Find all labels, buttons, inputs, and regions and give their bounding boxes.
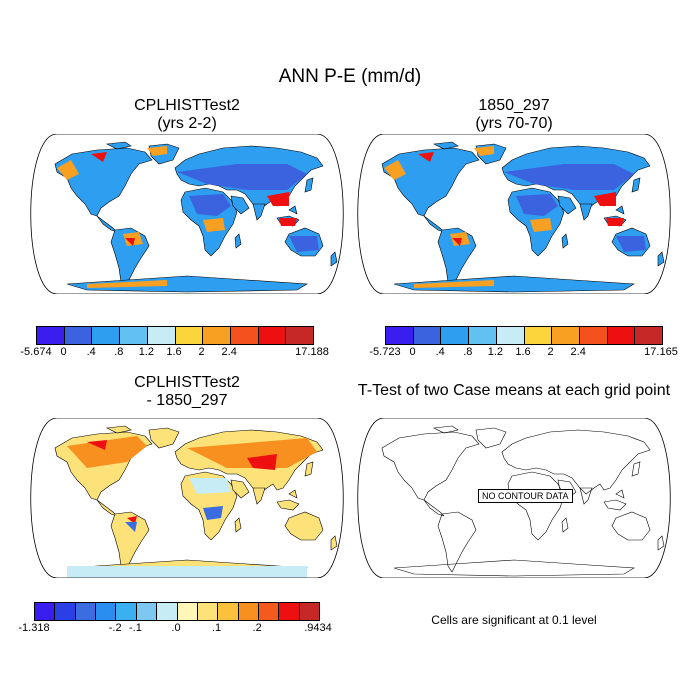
colorbar-tick-label: 2.4	[221, 346, 237, 358]
colorbar-swatch	[96, 603, 117, 620]
colorbar-swatch	[147, 327, 176, 344]
panel-case2-years: (yrs 70-70)	[475, 115, 553, 132]
colorbar-swatch	[496, 327, 525, 344]
colorbar-swatch	[197, 603, 219, 620]
colorbar-tick-label: .4	[86, 346, 96, 358]
colorbar-diff-labels: -1.318 -.2 -.1 .0 .1 .2 .9434	[18, 622, 331, 636]
colorbar-swatch	[286, 327, 314, 344]
colorbar-tick-label: -.2	[108, 622, 122, 634]
figure-title: ANN P-E (mm/d)	[278, 66, 422, 87]
colorbar-swatch	[258, 327, 287, 344]
colorbar-tick-label: 1.2	[138, 346, 155, 358]
panel-case2-name: 1850_297	[478, 97, 550, 114]
colorbar-swatch	[258, 603, 280, 620]
map-diff	[30, 418, 344, 578]
colorbar-tick-label: -5.723	[369, 346, 401, 358]
colorbar-swatch	[177, 603, 198, 620]
colorbar-swatch	[92, 327, 121, 344]
colorbar-case1	[36, 326, 314, 345]
colorbar-tick-label: -1.318	[18, 622, 50, 634]
colorbar-tick-label: 1.6	[166, 346, 182, 358]
colorbar-swatch	[386, 327, 414, 344]
colorbar-swatch	[279, 603, 300, 620]
panel-case1-years: (yrs 2-2)	[157, 115, 217, 132]
colorbar-case2	[385, 326, 663, 345]
colorbar-tick-label: -.1	[129, 622, 142, 634]
panel-title-case1: CPLHISTTest2 (yrs 2-2)	[27, 97, 347, 133]
colorbar-tick-label: -5.674	[20, 346, 52, 358]
panel-title-ttest: T-Test of two Case means at each grid po…	[357, 382, 671, 399]
colorbar-tick-label: 2.4	[570, 346, 586, 358]
map-case1	[30, 134, 344, 294]
colorbar-swatch	[635, 327, 663, 344]
colorbar-swatch	[579, 327, 608, 344]
colorbar-swatch	[157, 603, 178, 620]
colorbar-swatch	[441, 327, 470, 344]
significance-note: Cells are significant at 0.1 level	[431, 613, 597, 627]
colorbar-swatch	[218, 603, 239, 620]
colorbar-swatch	[136, 603, 158, 620]
colorbar-swatch	[35, 603, 56, 620]
colorbar-swatch	[299, 603, 320, 620]
colorbar-tick-label: 2	[198, 346, 205, 358]
colorbar-tick-label: .8	[114, 346, 124, 358]
panel-diff-name: CPLHISTTest2	[134, 374, 240, 391]
colorbar-swatch	[469, 327, 497, 344]
colorbar-tick-label: .8	[463, 346, 473, 358]
colorbar-swatch	[55, 603, 76, 620]
colorbar-swatch	[552, 327, 580, 344]
colorbar-swatch	[524, 327, 553, 344]
colorbar-swatch	[607, 327, 636, 344]
colorbar-tick-label: .0	[171, 622, 181, 634]
colorbar-swatch	[64, 327, 93, 344]
colorbar-tick-label: 17.165	[644, 346, 678, 358]
colorbar-tick-label: 0	[409, 346, 416, 358]
colorbar-case1-labels: -5.674 0 .4 .8 1.2 1.6 2 2.4 17.188	[20, 346, 328, 360]
colorbar-swatch	[413, 327, 442, 344]
colorbar-tick-label: 2	[547, 346, 554, 358]
panel-title-case2: 1850_297 (yrs 70-70)	[354, 97, 674, 133]
colorbar-case2-labels: -5.723 0 .4 .8 1.2 1.6 2 2.4 17.165	[369, 346, 677, 360]
colorbar-swatch	[75, 603, 97, 620]
no-contour-data-label: NO CONTOUR DATA	[478, 489, 573, 503]
map-case2	[357, 134, 671, 294]
colorbar-tick-label: .1	[211, 622, 222, 634]
colorbar-diff	[34, 602, 320, 621]
colorbar-swatch	[175, 327, 204, 344]
map-ttest	[357, 418, 671, 578]
colorbar-tick-label: .9434	[304, 622, 332, 634]
colorbar-swatch	[238, 603, 259, 620]
colorbar-swatch	[37, 327, 65, 344]
panel-title-diff: CPLHISTTest2 - 1850_297	[27, 374, 347, 410]
colorbar-swatch	[120, 327, 148, 344]
colorbar-swatch	[203, 327, 231, 344]
colorbar-tick-label: .2	[252, 622, 262, 634]
colorbar-swatch	[230, 327, 259, 344]
panel-diff-subtitle: - 1850_297	[146, 392, 228, 409]
colorbar-tick-label: 1.6	[515, 346, 531, 358]
colorbar-tick-label: 1.2	[487, 346, 504, 358]
colorbar-swatch	[116, 603, 137, 620]
colorbar-tick-label: 0	[60, 346, 67, 358]
colorbar-tick-label: 17.188	[295, 346, 329, 358]
colorbar-tick-label: .4	[435, 346, 445, 358]
panel-case1-name: CPLHISTTest2	[134, 97, 240, 114]
